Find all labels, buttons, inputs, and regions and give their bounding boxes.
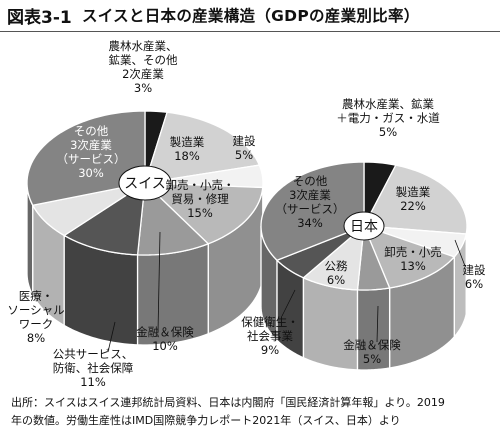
slice-label: 製造業 18% xyxy=(170,135,205,163)
slice-label: 農林水産業、鉱業＋電力・ガス・水道 5% xyxy=(336,97,440,139)
pie-charts: スイス 農林水産業、鉱業、その他 2次産業 3% 製造業 18% 建設 5% 卸売・小売・貿易・… xyxy=(7,39,486,389)
leader-line xyxy=(107,321,116,353)
pie-slice xyxy=(62,181,146,256)
pie-japan: 日本 農林水産業、鉱業＋電力・ガス・水道 5% 製造業 22% 建設 6% 卸売・小売 13% 金… xyxy=(241,97,486,371)
pie-slice xyxy=(144,111,261,184)
pie-slice xyxy=(302,224,365,291)
pie-slice xyxy=(31,182,146,237)
slice-label: 製造業 22% xyxy=(396,185,431,213)
pie-slice xyxy=(363,225,468,258)
slice-label: 金融＆保険 5% xyxy=(343,338,401,366)
leader-line xyxy=(281,289,296,317)
slice-label: 建設 6% xyxy=(463,263,486,291)
pie-slice xyxy=(26,110,146,206)
pie-center-label: スイス xyxy=(124,176,166,192)
leader-line xyxy=(454,239,466,267)
pie-slice xyxy=(260,161,365,262)
figure-label: 図表3-1 xyxy=(7,7,72,28)
slice-label: 建設 5% xyxy=(233,134,256,162)
pie-slice xyxy=(362,224,456,289)
pie-slice xyxy=(136,181,210,256)
leader-line xyxy=(157,231,161,333)
pie-center-hole xyxy=(343,211,385,241)
figure-header: 図表3-1 スイスと日本の産業構造（GDPの産業別比率） xyxy=(0,0,500,30)
pie-center-hole xyxy=(118,165,172,201)
slice-label: 保健衛生・社会事業 9% xyxy=(241,315,299,357)
source-line-2: 年の数値。労働生産性はIMD国際競争力レポート2021年（スイス、日本）より xyxy=(11,414,401,427)
source-line-1: 出所：スイスはスイス連邦統計局資料、日本は内閣府「国民経済計算年報」より。201… xyxy=(11,396,445,409)
pie-slice xyxy=(143,182,264,245)
slice-label: 公務 6% xyxy=(325,259,348,287)
slice-label: 医療・ソーシャルワーク 8% xyxy=(7,289,64,345)
slice-label: 公共サービス、防衛、社会保障 11% xyxy=(53,347,134,389)
slice-label: 卸売・小売・貿易・修理 15% xyxy=(166,178,235,220)
slice-label: その他 3次産業（サービス） 34% xyxy=(276,174,345,230)
pie-switzerland: スイス 農林水産業、鉱業、その他 2次産業 3% 製造業 18% 建設 5% 卸売・小売・貿易・… xyxy=(7,39,264,389)
slice-label: その他 3次産業（サービス） 30% xyxy=(57,124,126,180)
leader-line xyxy=(376,305,379,343)
slice-label: 卸売・小売 13% xyxy=(384,245,442,273)
pie-center-label: 日本 xyxy=(350,219,378,235)
pie-side-wall xyxy=(302,276,359,371)
figure-title: スイスと日本の産業構造（GDPの産業別比率） xyxy=(82,7,420,25)
pie-slice xyxy=(356,225,391,291)
pie-slice xyxy=(275,225,365,279)
slice-label: 農林水産業、鉱業、その他 2次産業 3% xyxy=(109,39,178,95)
pie-slice xyxy=(362,164,468,235)
source-note: 出所：スイスはスイス連邦統計局資料、日本は内閣府「国民経済計算年報」より。201… xyxy=(11,394,497,430)
slice-label: 金融＆保険 10% xyxy=(136,325,194,353)
pie-slice xyxy=(144,164,264,189)
title-divider xyxy=(0,31,500,32)
